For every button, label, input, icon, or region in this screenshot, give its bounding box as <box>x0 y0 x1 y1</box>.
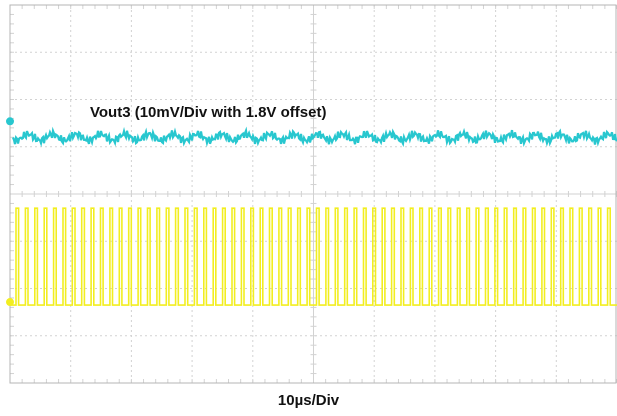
switching-pulse-trace <box>10 207 617 306</box>
vout3-channel-label: Vout3 (10mV/Div with 1.8V offset) <box>90 104 327 121</box>
time-scale-label: 10µs/Div <box>277 392 340 409</box>
plot-frame <box>9 4 617 384</box>
ch1-ground-marker <box>6 298 14 307</box>
ch3-ground-marker <box>6 117 14 126</box>
vout3-ripple-trace <box>11 126 617 148</box>
